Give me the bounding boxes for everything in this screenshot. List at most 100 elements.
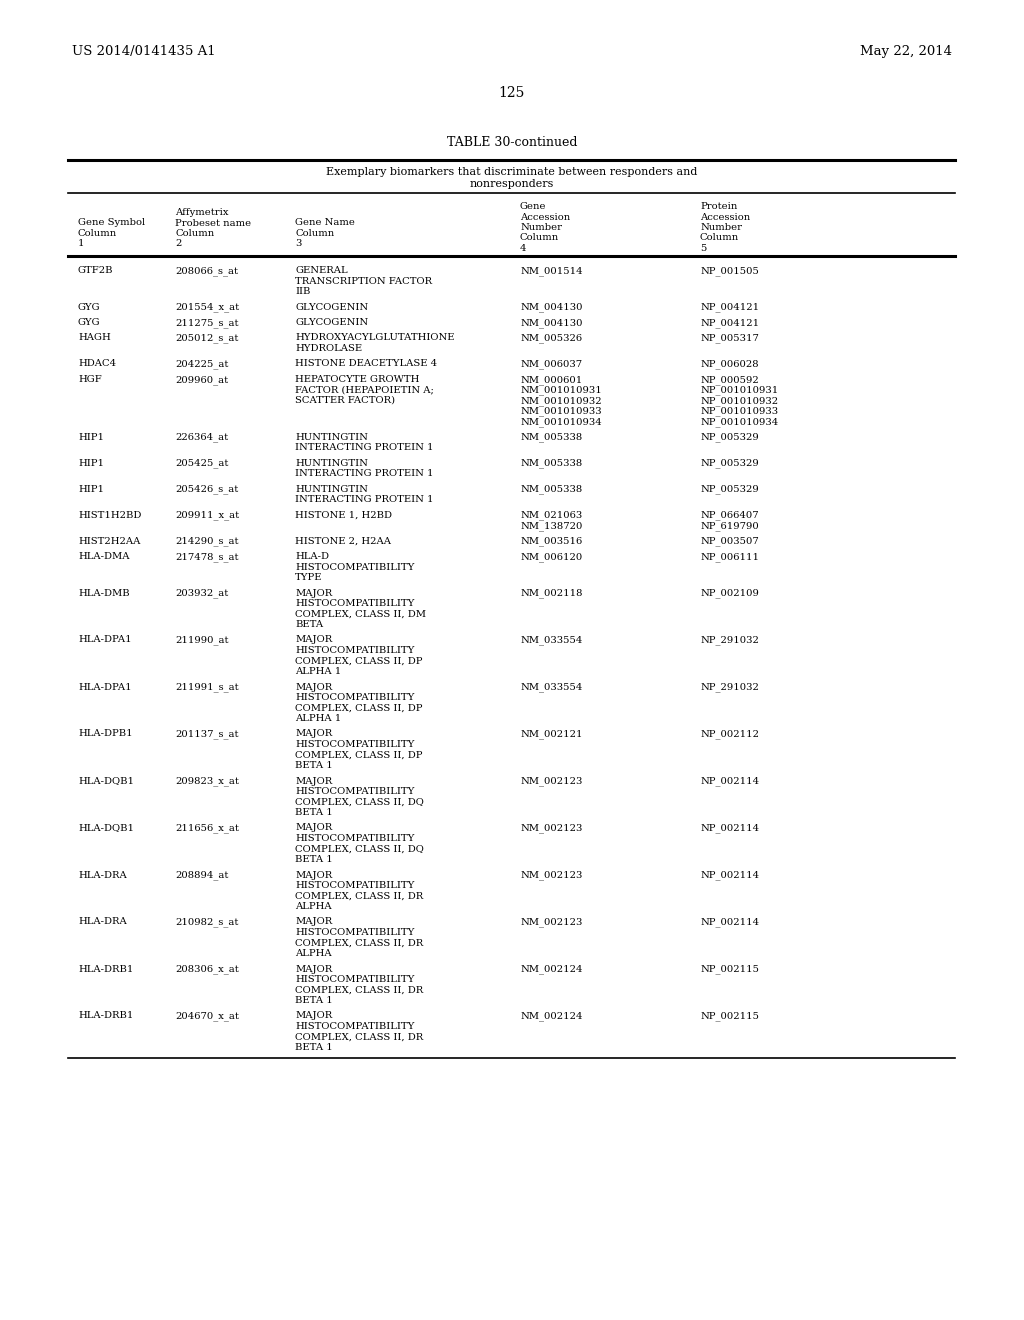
Text: MAJOR: MAJOR xyxy=(295,730,332,738)
Text: NP_006028: NP_006028 xyxy=(700,359,759,370)
Text: HISTOCOMPATIBILITY: HISTOCOMPATIBILITY xyxy=(295,975,415,983)
Text: HIST2H2AA: HIST2H2AA xyxy=(78,536,140,545)
Text: GENERAL: GENERAL xyxy=(295,267,347,275)
Text: HISTOCOMPATIBILITY: HISTOCOMPATIBILITY xyxy=(295,880,415,890)
Text: NP_002114: NP_002114 xyxy=(700,776,759,787)
Text: BETA 1: BETA 1 xyxy=(295,997,333,1005)
Text: NM_001514: NM_001514 xyxy=(520,267,583,276)
Text: HLA-DPA1: HLA-DPA1 xyxy=(78,682,132,692)
Text: NM_001010934: NM_001010934 xyxy=(520,417,602,426)
Text: HIST1H2BD: HIST1H2BD xyxy=(78,511,141,520)
Text: HUNTINGTIN: HUNTINGTIN xyxy=(295,433,368,441)
Text: 211990_at: 211990_at xyxy=(175,635,228,645)
Text: 205012_s_at: 205012_s_at xyxy=(175,334,239,343)
Text: NP_002112: NP_002112 xyxy=(700,730,759,739)
Text: SCATTER FACTOR): SCATTER FACTOR) xyxy=(295,396,395,405)
Text: HYDROLASE: HYDROLASE xyxy=(295,345,362,352)
Text: HISTONE DEACETYLASE 4: HISTONE DEACETYLASE 4 xyxy=(295,359,437,368)
Text: NP_005329: NP_005329 xyxy=(700,458,759,469)
Text: NM_006120: NM_006120 xyxy=(520,552,583,562)
Text: BETA 1: BETA 1 xyxy=(295,1043,333,1052)
Text: NM_002123: NM_002123 xyxy=(520,776,583,787)
Text: HISTOCOMPATIBILITY: HISTOCOMPATIBILITY xyxy=(295,645,415,655)
Text: May 22, 2014: May 22, 2014 xyxy=(860,45,952,58)
Text: TABLE 30-continued: TABLE 30-continued xyxy=(446,136,578,149)
Text: NP_005317: NP_005317 xyxy=(700,334,759,343)
Text: Gene: Gene xyxy=(520,202,547,211)
Text: HYDROXYACYLGLUTATHIONE: HYDROXYACYLGLUTATHIONE xyxy=(295,334,455,342)
Text: NP_000592: NP_000592 xyxy=(700,375,759,384)
Text: Column: Column xyxy=(520,234,559,243)
Text: HISTOCOMPATIBILITY: HISTOCOMPATIBILITY xyxy=(295,1022,415,1031)
Text: Probeset name: Probeset name xyxy=(175,219,251,227)
Text: HISTOCOMPATIBILITY: HISTOCOMPATIBILITY xyxy=(295,834,415,843)
Text: Gene Symbol: Gene Symbol xyxy=(78,218,145,227)
Text: NM_005338: NM_005338 xyxy=(520,458,583,469)
Text: Column: Column xyxy=(295,228,334,238)
Text: 210982_s_at: 210982_s_at xyxy=(175,917,239,927)
Text: GLYCOGENIN: GLYCOGENIN xyxy=(295,318,368,327)
Text: HISTOCOMPATIBILITY: HISTOCOMPATIBILITY xyxy=(295,562,415,572)
Text: MAJOR: MAJOR xyxy=(295,635,332,644)
Text: 208066_s_at: 208066_s_at xyxy=(175,267,238,276)
Text: NP_291032: NP_291032 xyxy=(700,682,759,692)
Text: Accession: Accession xyxy=(700,213,751,222)
Text: NP_003507: NP_003507 xyxy=(700,536,759,546)
Text: 204225_at: 204225_at xyxy=(175,359,228,370)
Text: HIP1: HIP1 xyxy=(78,458,104,467)
Text: NM_002121: NM_002121 xyxy=(520,730,583,739)
Text: ALPHA: ALPHA xyxy=(295,902,332,911)
Text: TRANSCRIPTION FACTOR: TRANSCRIPTION FACTOR xyxy=(295,276,432,285)
Text: NP_004121: NP_004121 xyxy=(700,318,759,327)
Text: HLA-DPA1: HLA-DPA1 xyxy=(78,635,132,644)
Text: NP_002114: NP_002114 xyxy=(700,917,759,927)
Text: MAJOR: MAJOR xyxy=(295,589,332,598)
Text: BETA: BETA xyxy=(295,620,324,630)
Text: 208894_at: 208894_at xyxy=(175,870,228,880)
Text: GYG: GYG xyxy=(78,302,100,312)
Text: COMPLEX, CLASS II, DR: COMPLEX, CLASS II, DR xyxy=(295,939,423,948)
Text: BETA 1: BETA 1 xyxy=(295,808,333,817)
Text: NM_033554: NM_033554 xyxy=(520,682,583,692)
Text: Accession: Accession xyxy=(520,213,570,222)
Text: HLA-DRB1: HLA-DRB1 xyxy=(78,965,133,974)
Text: COMPLEX, CLASS II, DQ: COMPLEX, CLASS II, DQ xyxy=(295,797,424,807)
Text: NP_002109: NP_002109 xyxy=(700,589,759,598)
Text: INTERACTING PROTEIN 1: INTERACTING PROTEIN 1 xyxy=(295,469,433,478)
Text: NM_001010932: NM_001010932 xyxy=(520,396,602,405)
Text: HUNTINGTIN: HUNTINGTIN xyxy=(295,484,368,494)
Text: NP_001505: NP_001505 xyxy=(700,267,759,276)
Text: NM_005338: NM_005338 xyxy=(520,484,583,494)
Text: Gene Name: Gene Name xyxy=(295,218,355,227)
Text: 209960_at: 209960_at xyxy=(175,375,228,384)
Text: 211656_x_at: 211656_x_at xyxy=(175,824,239,833)
Text: HLA-DMA: HLA-DMA xyxy=(78,552,129,561)
Text: 217478_s_at: 217478_s_at xyxy=(175,552,239,562)
Text: NM_021063: NM_021063 xyxy=(520,511,583,520)
Text: INTERACTING PROTEIN 1: INTERACTING PROTEIN 1 xyxy=(295,444,433,451)
Text: HISTOCOMPATIBILITY: HISTOCOMPATIBILITY xyxy=(295,693,415,702)
Text: 204670_x_at: 204670_x_at xyxy=(175,1011,239,1022)
Text: GYG: GYG xyxy=(78,318,100,327)
Text: ALPHA 1: ALPHA 1 xyxy=(295,714,341,723)
Text: MAJOR: MAJOR xyxy=(295,870,332,879)
Text: FACTOR (HEPAPOIETIN A;: FACTOR (HEPAPOIETIN A; xyxy=(295,385,434,395)
Text: NP_619790: NP_619790 xyxy=(700,521,759,531)
Text: GLYCOGENIN: GLYCOGENIN xyxy=(295,302,368,312)
Text: MAJOR: MAJOR xyxy=(295,917,332,927)
Text: NP_001010931: NP_001010931 xyxy=(700,385,778,395)
Text: HEPATOCYTE GROWTH: HEPATOCYTE GROWTH xyxy=(295,375,420,384)
Text: 209911_x_at: 209911_x_at xyxy=(175,511,240,520)
Text: US 2014/0141435 A1: US 2014/0141435 A1 xyxy=(72,45,216,58)
Text: BETA 1: BETA 1 xyxy=(295,855,333,865)
Text: HUNTINGTIN: HUNTINGTIN xyxy=(295,458,368,467)
Text: MAJOR: MAJOR xyxy=(295,776,332,785)
Text: HISTOCOMPATIBILITY: HISTOCOMPATIBILITY xyxy=(295,928,415,937)
Text: Column: Column xyxy=(78,228,118,238)
Text: HIP1: HIP1 xyxy=(78,433,104,441)
Text: HISTONE 2, H2AA: HISTONE 2, H2AA xyxy=(295,536,391,545)
Text: 205425_at: 205425_at xyxy=(175,458,228,469)
Text: COMPLEX, CLASS II, DP: COMPLEX, CLASS II, DP xyxy=(295,656,423,665)
Text: NM_006037: NM_006037 xyxy=(520,359,582,370)
Text: TYPE: TYPE xyxy=(295,573,323,582)
